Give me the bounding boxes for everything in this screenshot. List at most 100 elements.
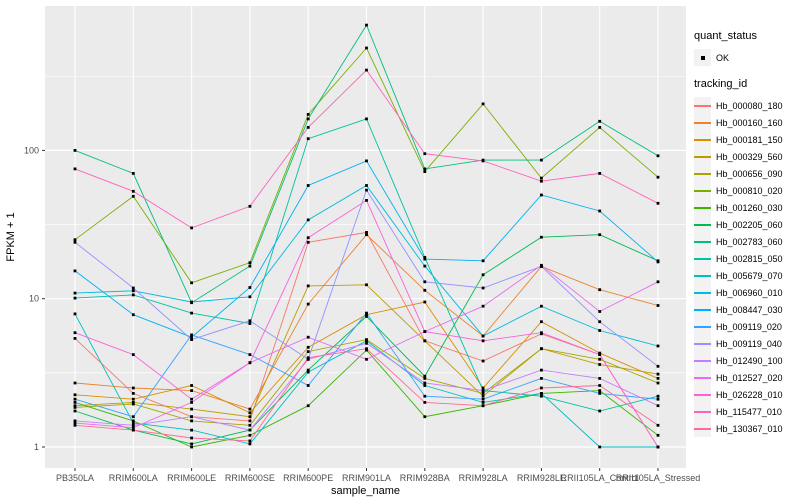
legend-key-swatch: [694, 386, 711, 403]
point-marker: [190, 407, 193, 411]
point-marker: [306, 384, 310, 387]
point-marker: [190, 397, 193, 401]
point-marker: [190, 442, 193, 446]
point-marker: [190, 311, 193, 315]
point-marker: [365, 159, 368, 163]
point-marker: [481, 273, 485, 277]
point-marker: [540, 263, 543, 267]
y-axis-title: FPKM + 1: [5, 212, 17, 261]
point-marker: [423, 264, 427, 268]
legend-item: Hb_005679_070: [694, 267, 798, 284]
legend-line-icon: [694, 104, 711, 107]
legend-key-swatch: [694, 284, 711, 301]
legend-item: Hb_001260_030: [694, 199, 798, 216]
point-marker: [190, 436, 193, 440]
point-marker: [423, 394, 427, 398]
point-marker: [481, 397, 485, 401]
legend-key-swatch: [694, 199, 711, 216]
point-marker: [306, 236, 310, 240]
point-marker: [73, 296, 77, 300]
legend-item: Hb_012490_100: [694, 352, 798, 369]
legend-items: Hb_000080_180 Hb_000160_160 Hb_000181_150 H…: [694, 97, 798, 437]
y-tick-label: 100: [24, 145, 39, 155]
point-marker: [656, 404, 660, 408]
point-marker: [481, 392, 485, 395]
legend-line-icon: [694, 291, 711, 294]
point-marker: [481, 334, 485, 338]
point-marker: [365, 46, 368, 50]
legend-item-label: Hb_115477_010: [716, 406, 782, 417]
legend-line-icon: [694, 206, 711, 209]
point-marker: [598, 172, 602, 175]
point-marker: [306, 357, 310, 361]
point-marker: [423, 280, 427, 284]
legend-line-icon: [694, 189, 711, 192]
point-marker: [190, 445, 193, 449]
legend-item-label: Hb_000810_020: [716, 185, 783, 196]
point-marker-icon: [700, 55, 705, 60]
x-tick-label: RRIM928BA: [400, 473, 450, 483]
point-marker: [131, 189, 135, 193]
legend-item-label: Hb_009119_020: [716, 321, 782, 332]
point-marker: [73, 312, 77, 316]
point-marker: [656, 364, 660, 368]
legend-title-tracking-id: tracking_id: [694, 78, 748, 90]
point-marker: [598, 209, 602, 213]
point-marker: [190, 281, 193, 285]
legend-item-label: Hb_008447_030: [716, 304, 783, 315]
point-marker: [598, 310, 602, 313]
point-marker: [598, 363, 602, 366]
point-marker: [131, 419, 135, 423]
point-marker: [248, 264, 252, 268]
legend-label-ok: OK: [716, 52, 730, 63]
point-marker: [248, 204, 252, 208]
legend-key-swatch: [694, 250, 711, 267]
legend-key-swatch: [694, 403, 711, 420]
point-marker: [306, 240, 310, 244]
point-marker: [190, 335, 193, 339]
point-marker: [423, 339, 427, 343]
point-marker: [423, 152, 427, 156]
legend-title-quant-status: quant_status: [694, 30, 757, 42]
point-marker: [306, 368, 310, 372]
legend-item-label: Hb_130367_010: [716, 423, 783, 434]
legend-item: Hb_000810_020: [694, 182, 798, 199]
point-marker: [540, 320, 543, 324]
point-marker: [540, 392, 543, 395]
point-marker: [481, 339, 485, 343]
point-marker: [306, 370, 310, 374]
point-marker: [248, 415, 252, 419]
point-marker: [540, 347, 543, 351]
point-marker: [598, 353, 602, 356]
legend-item-label: Hb_009119_040: [716, 338, 782, 349]
legend-item-label: Hb_002815_050: [716, 253, 783, 264]
point-marker: [598, 409, 602, 413]
point-marker: [540, 377, 543, 380]
point-marker: [540, 386, 543, 390]
point-marker: [131, 423, 135, 427]
point-marker: [306, 113, 310, 116]
point-marker: [306, 335, 310, 339]
point-marker: [306, 284, 310, 288]
point-marker: [598, 288, 602, 292]
point-marker: [481, 401, 485, 404]
x-tick-label: RRIM600LA: [109, 473, 158, 483]
point-marker: [73, 269, 77, 273]
point-marker: [423, 384, 427, 387]
point-marker: [73, 167, 77, 171]
point-marker: [306, 117, 310, 121]
point-marker: [365, 357, 368, 361]
legend-line-icon: [694, 325, 711, 328]
point-marker: [190, 401, 193, 404]
point-marker: [190, 300, 193, 304]
point-marker: [540, 176, 543, 180]
legend-item: Hb_002205_060: [694, 216, 798, 233]
point-marker: [190, 428, 193, 432]
point-marker: [598, 389, 602, 392]
point-marker: [73, 337, 77, 340]
x-axis-title: sample_name: [331, 485, 400, 497]
legend-item-ok: OK: [694, 49, 798, 66]
point-marker: [598, 357, 602, 361]
legend-item: Hb_008447_030: [694, 301, 798, 318]
point-marker: [481, 102, 485, 106]
